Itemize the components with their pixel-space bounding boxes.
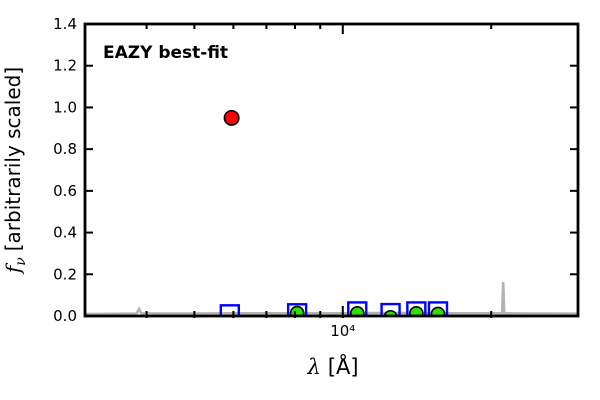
y-axis-label: fν[arbitrarily scaled]: [1, 67, 29, 275]
y-tick-label: 0.6: [53, 182, 77, 200]
plot-area: 10⁴ 0.0 0.2 0.4 0.6 0.8 1.0 1.2 1.4: [53, 15, 580, 340]
y-tick-label: 0.0: [53, 307, 77, 325]
template-photometry-marker: [430, 306, 446, 316]
model-spectrum-line: [85, 281, 578, 316]
axes-spines: [83, 22, 580, 318]
annotation-eazy-best-fit: EAZY best-fit: [103, 43, 228, 63]
observed-photometry-marker: [219, 304, 241, 316]
y-tick-label: 1.4: [53, 15, 77, 33]
y-tick-label: 1.0: [53, 98, 77, 116]
observed-photometry-marker: [380, 302, 401, 316]
observed-photometry-marker: [286, 303, 308, 316]
y-axis-label-subscript: ν: [13, 257, 29, 266]
x-axis-label-symbol: λ: [306, 355, 320, 379]
observed-photometry-marker: [427, 301, 449, 316]
x-axis-label-unit: [Å]: [328, 353, 359, 379]
template-photometry-marker: [289, 305, 305, 316]
y-tick-label: 0.2: [53, 265, 77, 283]
observed-photometry-marker: [406, 301, 427, 316]
data-layer: [85, 109, 578, 316]
y-axis-label-rest: [arbitrarily scaled]: [1, 67, 25, 251]
best-fit-point-marker: [223, 109, 240, 126]
y-tick-label: 1.2: [53, 57, 77, 75]
y-tick-label: 0.4: [53, 224, 77, 242]
y-tick-label: 0.8: [53, 140, 77, 158]
template-photometry-marker: [349, 305, 365, 316]
x-tick-label: 10⁴: [330, 322, 355, 340]
template-photometry-marker: [409, 305, 424, 316]
observed-photometry-marker: [347, 301, 368, 316]
x-axis-label: λ [Å]: [306, 353, 358, 379]
